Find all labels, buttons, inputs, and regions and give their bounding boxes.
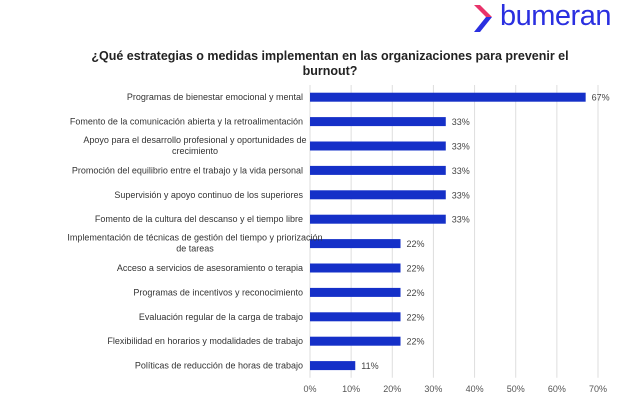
category-label: Apoyo para el desarrollo profesional y o… bbox=[83, 135, 306, 156]
x-tick-label: 70% bbox=[589, 384, 607, 394]
x-tick-label: 0% bbox=[303, 384, 316, 394]
category-label: Implementación de técnicas de gestión de… bbox=[67, 233, 322, 254]
chevron-logo-icon bbox=[474, 5, 492, 32]
category-label: Fomento de la comunicación abierta y la … bbox=[70, 117, 303, 127]
data-label: 67% bbox=[592, 93, 610, 103]
category-label: Flexibilidad en horarios y modalidades d… bbox=[107, 336, 303, 346]
bar bbox=[310, 214, 446, 224]
category-label: Programas de incentivos y reconocimiento bbox=[133, 287, 303, 297]
x-tick-label: 10% bbox=[342, 384, 360, 394]
bar bbox=[310, 361, 356, 371]
bar bbox=[310, 165, 446, 175]
category-label: Promoción del equilibrio entre el trabaj… bbox=[72, 165, 303, 175]
category-label: Supervisión y apoyo continuo de los supe… bbox=[114, 190, 303, 200]
bar bbox=[310, 141, 446, 151]
data-label: 22% bbox=[407, 288, 425, 298]
bar bbox=[310, 312, 401, 322]
bar bbox=[310, 117, 446, 127]
data-label: 22% bbox=[407, 239, 425, 249]
bar bbox=[310, 92, 586, 102]
category-label: Fomento de la cultura del descanso y el … bbox=[95, 214, 303, 224]
data-label: 33% bbox=[452, 190, 470, 200]
x-tick-label: 40% bbox=[466, 384, 484, 394]
category-label: Evaluación regular de la carga de trabaj… bbox=[139, 312, 303, 322]
data-label: 33% bbox=[452, 215, 470, 225]
bar bbox=[310, 287, 401, 297]
data-label: 33% bbox=[452, 142, 470, 152]
x-tick-label: 50% bbox=[507, 384, 525, 394]
data-label: 22% bbox=[407, 337, 425, 347]
bar bbox=[310, 336, 401, 346]
data-label: 22% bbox=[407, 312, 425, 322]
logo-wordmark: bumeran bbox=[500, 0, 611, 32]
bar bbox=[310, 190, 446, 200]
data-label: 11% bbox=[361, 361, 378, 371]
data-label: 22% bbox=[407, 264, 425, 274]
category-label: Acceso a servicios de asesoramiento o te… bbox=[117, 263, 303, 273]
x-tick-label: 30% bbox=[424, 384, 442, 394]
bar bbox=[310, 263, 401, 273]
chart-title: ¿Qué estrategias o medidas implementan e… bbox=[91, 49, 569, 78]
data-label: 33% bbox=[452, 117, 470, 127]
x-tick-label: 20% bbox=[383, 384, 401, 394]
x-tick-label: 60% bbox=[548, 384, 566, 394]
data-label: 33% bbox=[452, 166, 470, 176]
bar bbox=[310, 239, 401, 249]
bumeran-logo bbox=[470, 2, 618, 36]
category-label: Programas de bienestar emocional y menta… bbox=[127, 92, 303, 102]
category-label: Políticas de reducción de horas de traba… bbox=[135, 361, 303, 371]
